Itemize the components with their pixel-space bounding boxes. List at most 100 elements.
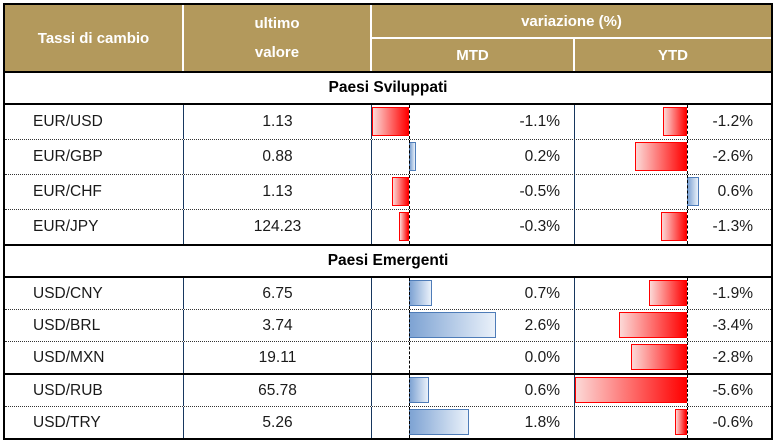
last-value-cell: 0.88 [184,140,372,174]
mtd-value-label: 2.6% [524,316,560,334]
header-mtd-label: MTD [456,46,489,64]
ytd-zero-baseline [687,375,688,406]
ytd-zero-baseline [687,278,688,309]
header-last-value-line1: ultimo [254,15,300,32]
currency-pair-label: USD/TRY [33,413,101,431]
ytd-bar-zone [575,407,699,438]
ytd-cell: -1.2% [575,105,771,139]
mtd-zero-baseline [408,175,410,209]
last-value: 3.74 [262,316,293,334]
mtd-zero-baseline [408,407,410,438]
ytd-bar-zone [575,310,699,341]
last-value: 6.75 [262,284,293,302]
mtd-bar [392,177,409,206]
currency-pair-label: USD/CNY [33,284,103,302]
header-last-value-column: ultimo valore [184,5,372,71]
mtd-zero-baseline [408,210,410,244]
table-row: EUR/JPY 124.23 -0.3% -1.3% [5,210,771,244]
ytd-bar-zone [575,105,699,139]
mtd-value-label: 0.0% [524,348,560,366]
last-value: 124.23 [253,218,302,235]
last-value: 1.13 [262,183,293,200]
ytd-bar-zone [575,140,699,174]
ytd-zero-baseline [687,105,688,139]
ytd-bar-zone [575,342,699,373]
mtd-bar [408,280,433,306]
ytd-value-label: -5.6% [712,381,754,399]
ytd-bar [631,344,687,370]
ytd-value-label: -1.9% [712,284,754,302]
mtd-zero-baseline [408,140,410,174]
last-value: 5.26 [262,413,293,431]
table-row: USD/CNY 6.75 0.7% -1.9% [5,278,771,310]
mtd-bar-zone [372,407,496,438]
mtd-bar-zone [372,342,496,373]
ytd-bar [635,142,687,171]
currency-pair-cell: USD/BRL [5,310,184,341]
ytd-cell: 0.6% [575,175,771,209]
ytd-bar [687,177,699,206]
mtd-cell: -1.1% [372,105,575,139]
mtd-bar [398,212,409,241]
section-title: Paesi Sviluppati [328,79,448,96]
mtd-value-label: 0.6% [524,381,560,399]
mtd-bar-zone [372,105,496,139]
mtd-cell: -0.3% [372,210,575,244]
mtd-cell: 0.0% [372,342,575,373]
ytd-value-label: -1.3% [712,218,754,235]
mtd-value-label: -1.1% [519,113,561,130]
mtd-bar-zone [372,278,496,309]
ytd-value-label: -3.4% [712,316,754,334]
table-header: Tassi di cambio ultimo valore variazione… [5,5,771,71]
table-row: USD/MXN 19.11 0.0% -2.8% [5,342,771,375]
ytd-cell: -2.6% [575,140,771,174]
mtd-bar [372,107,409,136]
last-value-cell: 65.78 [184,375,372,406]
mtd-value-label: 0.7% [524,284,560,302]
mtd-value-label: -0.5% [519,183,561,200]
header-variation-label: variazione (%) [521,12,622,30]
currency-pair-cell: EUR/USD [5,105,184,139]
section-title: Paesi Emergenti [327,252,449,269]
mtd-value-label: -0.3% [519,218,561,235]
currency-pair-cell: EUR/GBP [5,140,184,174]
ytd-zero-baseline [687,342,688,373]
last-value-cell: 1.13 [184,175,372,209]
ytd-value-label: -0.6% [712,413,754,431]
ytd-value-label: -2.6% [712,148,754,165]
currency-pair-label: EUR/CHF [33,183,102,200]
header-ytd-label: YTD [658,46,688,64]
mtd-zero-baseline [408,105,410,139]
ytd-cell: -0.6% [575,407,771,438]
ytd-value-label: -2.8% [712,348,754,366]
ytd-cell: -3.4% [575,310,771,341]
ytd-zero-baseline [687,175,688,209]
table-row: EUR/GBP 0.88 0.2% -2.6% [5,140,771,175]
mtd-value-label: 0.2% [524,148,560,165]
ytd-bar-zone [575,210,699,244]
currency-pair-label: USD/BRL [33,316,101,334]
mtd-cell: 0.7% [372,278,575,309]
mtd-bar-zone [372,210,496,244]
ytd-bar [661,212,687,241]
currency-pair-label: USD/RUB [33,381,103,399]
mtd-bar [408,377,429,403]
last-value: 65.78 [258,381,297,399]
header-ytd-column: YTD [575,39,771,71]
mtd-cell: 0.2% [372,140,575,174]
currency-pair-cell: USD/CNY [5,278,184,309]
last-value-cell: 1.13 [184,105,372,139]
last-value-cell: 124.23 [184,210,372,244]
ytd-bar-zone [575,278,699,309]
ytd-cell: -1.9% [575,278,771,309]
header-rates-column: Tassi di cambio [5,5,184,71]
mtd-cell: -0.5% [372,175,575,209]
mtd-bar-zone [372,310,496,341]
ytd-bar [619,312,687,338]
currency-pair-label: EUR/USD [33,113,103,130]
ytd-bar-zone [575,175,699,209]
table-body: Paesi Sviluppati EUR/USD 1.13 -1.1% -1.2% EUR… [5,71,771,438]
last-value-cell: 19.11 [184,342,372,373]
currency-pair-cell: USD/MXN [5,342,184,373]
ytd-cell: -2.8% [575,342,771,373]
